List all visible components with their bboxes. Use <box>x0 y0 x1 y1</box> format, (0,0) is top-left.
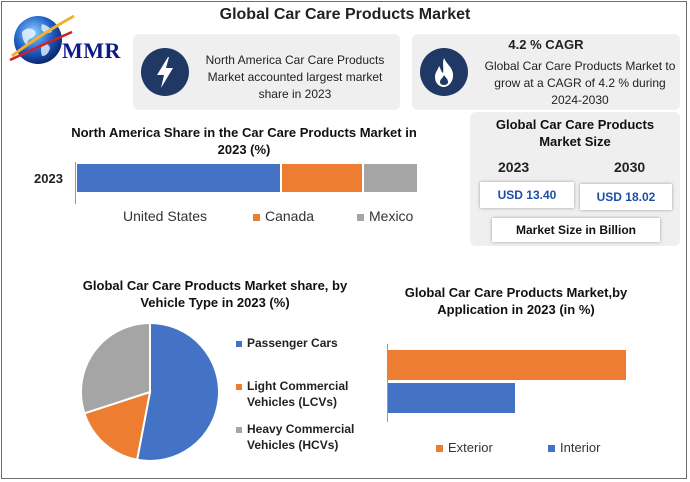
legend-swatch <box>548 445 555 453</box>
chart-north-america-bars <box>77 164 419 192</box>
pie-legend-passenger-cars: Passenger Cars <box>247 336 338 350</box>
legend-label: Mexico <box>369 208 414 224</box>
globe-icon <box>9 14 75 64</box>
lightning-icon <box>141 48 189 96</box>
market-size-panel: Global Car Care Products Market Size 202… <box>470 112 680 246</box>
chart-north-america-title: North America Share in the Car Care Prod… <box>71 125 417 157</box>
chart-north-america-axis <box>75 162 76 204</box>
legend-swatch <box>357 213 364 221</box>
pie-legend-lcv: Light Commercial Vehicles (LCVs) <box>247 379 349 409</box>
market-size-2023-value: USD 13.40 <box>480 182 574 208</box>
info-card-text: Global Car Care Products Market to grow … <box>484 59 676 107</box>
chart-vehicle-type-pie <box>80 322 220 462</box>
page-title: Global Car Care Products Market <box>219 6 471 23</box>
legend-united-states: United States <box>123 208 207 224</box>
pie-slice-2 <box>80 322 151 415</box>
info-card-cagr: 4.2 % CAGR Global Car Care Products Mark… <box>412 34 680 110</box>
pie-legend-swatch-lcv <box>236 384 242 390</box>
bar-segment-united-states <box>77 164 281 192</box>
legend-exterior: Exterior <box>436 440 493 455</box>
bar-segment-canada <box>282 164 363 192</box>
year-2030-label: 2030 <box>614 159 646 175</box>
legend-label: United States <box>123 208 208 224</box>
pie-slice-0 <box>135 322 220 462</box>
legend-interior: Interior <box>548 440 600 455</box>
chart-vehicle-type-title: Global Car Care Products Market share, b… <box>82 278 348 310</box>
pie-legend-swatch-hcv <box>236 427 242 433</box>
chart-application-title: Global Car Care Products Market,by Appli… <box>404 285 628 317</box>
logo-text: MMR <box>62 38 121 63</box>
pie-legend-swatch-passenger <box>236 341 242 347</box>
legend-label: Interior <box>560 440 601 455</box>
mmr-logo <box>8 10 134 74</box>
market-size-title: Global Car Care Products Market Size <box>495 117 655 149</box>
bar-interior <box>388 383 515 413</box>
bar-exterior <box>388 350 627 380</box>
info-card-north-america: North America Car Care Products Market a… <box>133 34 400 110</box>
legend-canada: Canada <box>253 208 314 224</box>
chart-application-axis <box>387 344 388 422</box>
year-2023-label: 2023 <box>498 159 530 175</box>
cagr-headline: 4.2 % CAGR <box>508 37 584 52</box>
market-size-2030-value: USD 18.02 <box>580 184 672 210</box>
legend-label: Canada <box>265 208 315 224</box>
pie-legend-hcv: Heavy Commercial Vehicles (HCVs) <box>247 422 355 452</box>
info-card-text: North America Car Care Products Market a… <box>205 53 385 101</box>
chart-north-america-category: 2023 <box>34 171 63 186</box>
chart-application-bars <box>388 350 638 416</box>
flame-icon <box>420 48 468 96</box>
legend-label: Exterior <box>448 440 493 455</box>
market-size-unit: Market Size in Billion <box>492 218 660 242</box>
bar-segment-mexico <box>364 164 417 192</box>
legend-swatch <box>253 213 260 221</box>
legend-swatch <box>436 445 443 453</box>
legend-mexico: Mexico <box>357 208 413 224</box>
